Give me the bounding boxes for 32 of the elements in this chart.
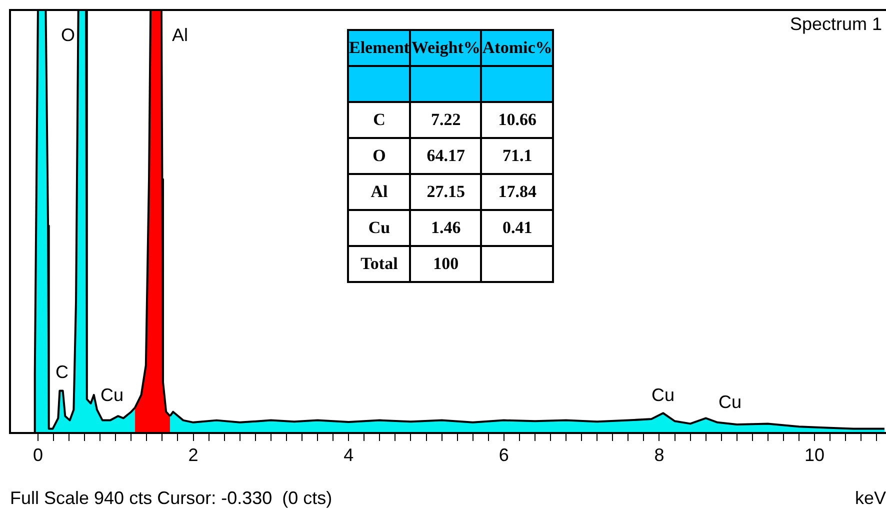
category-label: O [348, 138, 410, 174]
annotation: Al [172, 24, 188, 45]
data-label: 7.22 [410, 102, 482, 138]
x-tick-label: 0 [32, 444, 43, 465]
x-tick-label: 2 [188, 444, 198, 465]
data-label: 0.41 [481, 210, 554, 246]
data-label: 10.66 [481, 102, 554, 138]
data-label: 100 [410, 246, 482, 282]
category-label: Total [348, 246, 410, 282]
annotation: C [56, 362, 68, 382]
annotation: O [60, 24, 76, 45]
annotation: Cu [718, 392, 742, 412]
data-label: 17.84 [481, 174, 554, 210]
legend-label: Atomic% [481, 30, 554, 66]
category-label: Cu [348, 210, 410, 246]
x-tick-label: 8 [654, 444, 664, 465]
x-tick-label: 4 [344, 444, 354, 465]
x-axis-title: keV [854, 488, 886, 508]
category-label: C [348, 102, 410, 138]
x-tick-label: 10 [804, 444, 825, 465]
data-label: 1.46 [410, 210, 482, 246]
data-label: 71.1 [481, 138, 554, 174]
x-tick-label: 6 [498, 444, 509, 465]
annotation: Cu [100, 384, 124, 405]
chart-title: Spectrum 1 [790, 14, 882, 34]
text: Element [348, 30, 410, 66]
series-label: Weight% [410, 30, 482, 66]
annotation: Cu [651, 384, 675, 405]
text: Full Scale 940 cts Cursor: -0.330 (0 cts) [10, 488, 332, 508]
data-label: 27.15 [410, 174, 482, 210]
category-label: Al [348, 174, 410, 210]
data-label: 64.17 [410, 138, 482, 174]
